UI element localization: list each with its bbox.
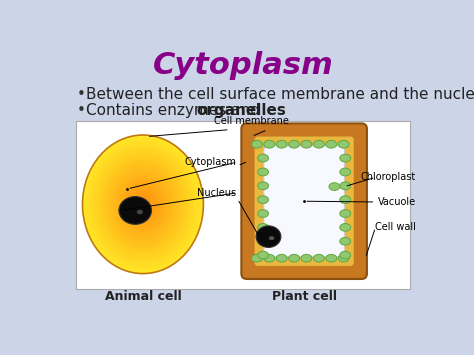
- Ellipse shape: [136, 196, 150, 213]
- Text: Cell wall: Cell wall: [375, 222, 416, 233]
- Ellipse shape: [92, 146, 194, 262]
- Ellipse shape: [95, 149, 191, 260]
- Ellipse shape: [90, 143, 196, 265]
- Ellipse shape: [258, 168, 268, 176]
- Ellipse shape: [326, 140, 337, 148]
- Ellipse shape: [269, 236, 274, 240]
- Ellipse shape: [114, 171, 172, 237]
- Text: Animal cell: Animal cell: [105, 290, 182, 303]
- FancyBboxPatch shape: [255, 137, 354, 266]
- Ellipse shape: [128, 188, 157, 221]
- Ellipse shape: [289, 140, 300, 148]
- Ellipse shape: [340, 237, 351, 245]
- Ellipse shape: [121, 179, 164, 229]
- Ellipse shape: [258, 224, 268, 231]
- Ellipse shape: [87, 141, 199, 268]
- Ellipse shape: [109, 165, 177, 243]
- Ellipse shape: [276, 140, 287, 148]
- Text: •: •: [76, 103, 85, 118]
- Text: Vacuole: Vacuole: [378, 197, 416, 207]
- Ellipse shape: [340, 168, 351, 176]
- Ellipse shape: [264, 254, 275, 262]
- Text: Plant cell: Plant cell: [272, 290, 337, 303]
- Ellipse shape: [116, 174, 170, 235]
- Text: organelles: organelles: [197, 103, 286, 118]
- FancyBboxPatch shape: [241, 124, 367, 279]
- Ellipse shape: [251, 140, 262, 148]
- Ellipse shape: [338, 254, 349, 262]
- Ellipse shape: [340, 182, 351, 190]
- Ellipse shape: [140, 202, 146, 207]
- Ellipse shape: [340, 154, 351, 162]
- Ellipse shape: [276, 254, 287, 262]
- Text: Cytoplasm: Cytoplasm: [184, 157, 236, 167]
- Ellipse shape: [85, 138, 201, 271]
- Ellipse shape: [119, 176, 167, 232]
- Ellipse shape: [124, 182, 162, 226]
- Ellipse shape: [258, 182, 268, 190]
- Text: •: •: [76, 87, 85, 103]
- Ellipse shape: [119, 197, 152, 224]
- Ellipse shape: [100, 154, 186, 254]
- Ellipse shape: [258, 210, 268, 217]
- Ellipse shape: [301, 140, 312, 148]
- Ellipse shape: [111, 168, 174, 240]
- Text: Contains enzymes and: Contains enzymes and: [86, 103, 264, 118]
- Ellipse shape: [258, 251, 268, 259]
- Ellipse shape: [313, 254, 324, 262]
- Ellipse shape: [329, 183, 340, 190]
- Ellipse shape: [256, 226, 281, 247]
- Ellipse shape: [338, 140, 349, 148]
- Ellipse shape: [301, 254, 312, 262]
- Ellipse shape: [340, 210, 351, 217]
- Text: Cell membrane: Cell membrane: [214, 116, 289, 126]
- FancyBboxPatch shape: [264, 146, 345, 257]
- Ellipse shape: [313, 140, 324, 148]
- Ellipse shape: [326, 254, 337, 262]
- Ellipse shape: [340, 251, 351, 259]
- Ellipse shape: [258, 154, 268, 162]
- Ellipse shape: [107, 163, 179, 246]
- Ellipse shape: [340, 224, 351, 231]
- Ellipse shape: [137, 210, 143, 214]
- Text: Nucleus: Nucleus: [197, 188, 236, 198]
- Ellipse shape: [126, 185, 160, 224]
- Ellipse shape: [97, 152, 189, 257]
- Ellipse shape: [82, 135, 203, 274]
- Ellipse shape: [131, 190, 155, 218]
- Ellipse shape: [258, 196, 268, 203]
- Text: Chloroplast: Chloroplast: [361, 172, 416, 182]
- Text: Between the cell surface membrane and the nucleus: Between the cell surface membrane and th…: [86, 87, 474, 103]
- Ellipse shape: [340, 196, 351, 203]
- Ellipse shape: [133, 193, 153, 215]
- Ellipse shape: [289, 254, 300, 262]
- Ellipse shape: [251, 254, 262, 262]
- Ellipse shape: [138, 199, 148, 210]
- Ellipse shape: [104, 160, 182, 248]
- Ellipse shape: [264, 140, 275, 148]
- Ellipse shape: [102, 157, 184, 251]
- FancyBboxPatch shape: [76, 121, 410, 289]
- Text: Cytoplasm: Cytoplasm: [153, 51, 333, 80]
- Ellipse shape: [258, 237, 268, 245]
